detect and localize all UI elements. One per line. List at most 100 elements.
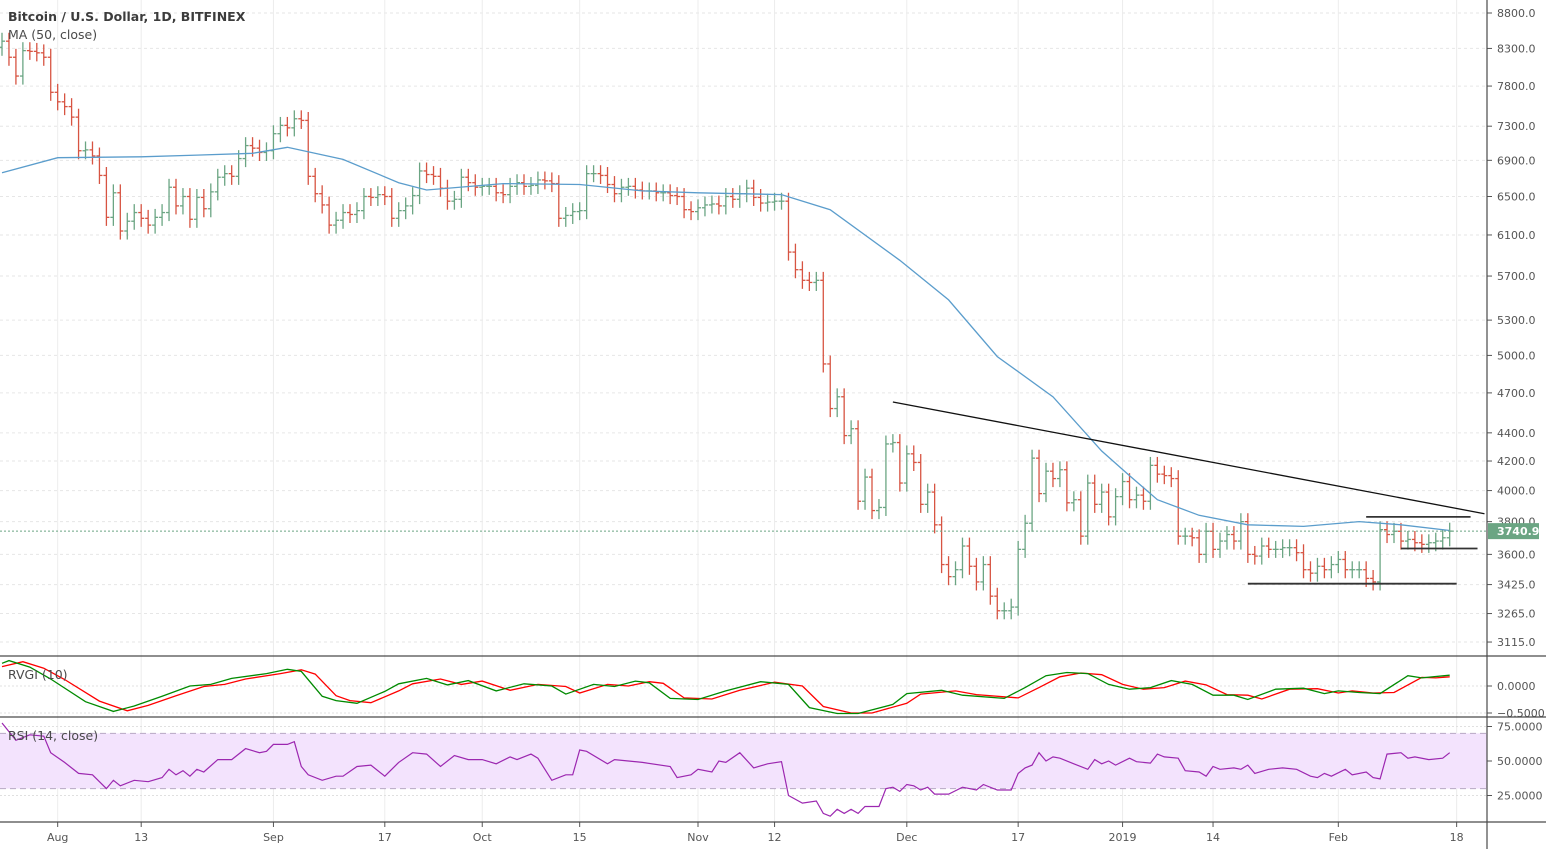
time-tick-label: 13: [134, 831, 148, 844]
ohlc-bar: [326, 196, 333, 234]
ohlc-bar: [632, 177, 639, 199]
ohlc-bar: [527, 176, 534, 195]
ohlc-bar: [715, 195, 722, 215]
price-tick-label: 6100.0: [1497, 229, 1536, 242]
ohlc-bar: [1091, 474, 1098, 513]
ohlc-bar: [875, 499, 882, 520]
ohlc-bar: [347, 204, 353, 224]
ohlc-bar: [966, 537, 973, 575]
ohlc-bar: [444, 179, 451, 210]
ohlc-bar: [813, 271, 820, 291]
ohlc-bar: [1196, 529, 1203, 563]
ohlc-bar: [896, 434, 903, 492]
price-tick-label: 4200.0: [1497, 455, 1536, 468]
ohlc-bar: [597, 165, 604, 184]
ohlc-bar: [19, 42, 26, 85]
rvgi-signal-line: [1, 661, 1450, 714]
ohlc-bar: [583, 165, 590, 220]
symbol-title[interactable]: Bitcoin / U.S. Dollar, 1D, BITFINEX: [8, 9, 246, 24]
ohlc-bar: [611, 176, 618, 203]
ohlc-bar: [145, 209, 152, 234]
ohlc-bar: [1217, 532, 1223, 558]
ohlc-bar: [771, 192, 778, 211]
ohlc-bar: [1258, 537, 1265, 565]
time-tick-label: Dec: [896, 831, 917, 844]
ohlc-bar: [1446, 522, 1453, 547]
price-tick-label: 6500.0: [1497, 190, 1536, 203]
price-tick-label: 3425.0: [1497, 579, 1536, 592]
ohlc-bar: [1230, 526, 1237, 550]
ohlc-bar: [910, 445, 917, 471]
time-tick-label: 17: [1011, 831, 1025, 844]
ohlc-bar: [1377, 521, 1384, 591]
ohlc-bar: [785, 192, 792, 261]
ohlc-bar: [284, 116, 291, 137]
ohlc-bar: [1154, 456, 1161, 483]
ohlc-bar: [409, 187, 416, 215]
ohlc-bar: [103, 167, 110, 226]
ohlc-bar: [841, 388, 848, 445]
ohlc-bar: [778, 192, 785, 210]
ohlc-bar: [1168, 467, 1175, 488]
ohlc-bar: [1161, 465, 1168, 485]
ohlc-bar: [869, 468, 875, 520]
ohlc-bar: [61, 93, 68, 116]
ohlc-bar: [1418, 534, 1425, 553]
ohlc-bar: [312, 167, 319, 203]
ma-legend[interactable]: MA (50, close): [8, 27, 98, 42]
ohlc-bar: [1279, 539, 1286, 558]
ohlc-bar: [1210, 522, 1217, 558]
price-tick-label: 3600.0: [1497, 548, 1536, 561]
rvgi-legend[interactable]: RVGI (10): [8, 667, 68, 682]
ohlc-bar: [945, 556, 952, 586]
price-tick-label: 3115.0: [1497, 636, 1536, 649]
ohlc-bar: [1439, 529, 1446, 550]
price-tick-label: 5700.0: [1497, 270, 1536, 283]
ohlc-bar: [1015, 540, 1022, 616]
ohlc-bar: [882, 435, 889, 516]
ohlc-bar: [1363, 561, 1370, 587]
indicator-lines: [1, 659, 1451, 817]
ohlc-bar: [340, 204, 347, 229]
ohlc-bar: [1404, 531, 1411, 550]
ohlc-bar: [402, 197, 409, 220]
ohlc-bar: [924, 483, 931, 513]
ohlc-bar: [701, 196, 708, 217]
ohlc-bar: [82, 141, 89, 160]
rvgi-tick-label: 0.0000: [1497, 680, 1536, 693]
ohlc-bar: [479, 177, 486, 196]
price-bars: [0, 32, 1453, 620]
ohlc-bar: [980, 556, 987, 591]
ohlc-bar: [207, 183, 214, 218]
ohlc-bar: [1133, 486, 1140, 509]
ohlc-bar: [388, 188, 395, 227]
ohlc-bar: [729, 188, 736, 208]
rsi-legend[interactable]: RSI (14, close): [8, 728, 99, 743]
ohlc-bar: [1244, 513, 1251, 563]
ohlc-bar: [12, 48, 19, 85]
ohlc-bar: [1112, 488, 1119, 526]
rsi-tick-label: 75.0000: [1497, 721, 1543, 734]
ohlc-bar: [688, 201, 695, 221]
ohlc-bar: [1056, 461, 1063, 488]
ohlc-bar: [514, 174, 521, 195]
ohlc-bar: [1397, 522, 1404, 550]
ohlc-bar: [138, 204, 145, 227]
ohlc-bar: [374, 186, 381, 206]
ohlc-bar: [750, 179, 757, 206]
ohlc-bar: [1203, 522, 1210, 563]
ohlc-bar: [541, 171, 548, 190]
ma-line-layer: [1, 146, 1450, 532]
ohlc-bar: [1049, 462, 1056, 488]
ohlc-bar: [1029, 449, 1036, 532]
ohlc-bar: [1321, 557, 1328, 579]
ohlc-bar: [1300, 544, 1307, 579]
ohlc-bar: [973, 557, 980, 591]
ohlc-bar: [1043, 462, 1049, 503]
ohlc-bar: [1293, 539, 1300, 562]
ohlc-bar: [360, 188, 367, 220]
ohlc-bar: [799, 261, 806, 289]
ohlc-bar: [792, 243, 799, 279]
